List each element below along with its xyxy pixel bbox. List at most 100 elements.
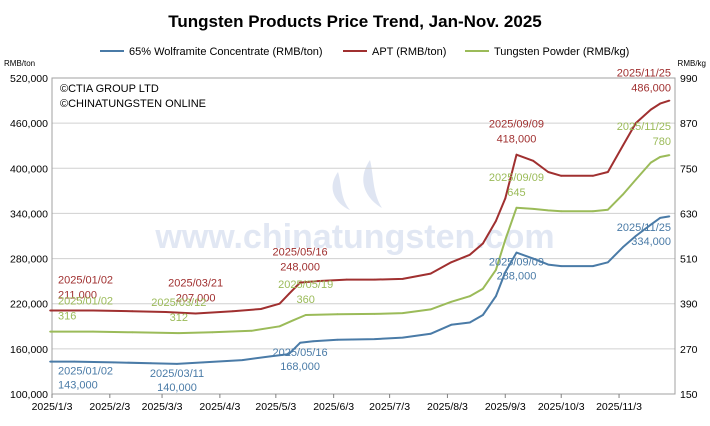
annotation-value-label: 143,000 [58,380,98,392]
series-0-point [515,251,518,254]
series-0-point [547,263,550,266]
annotation-value-label: 248,000 [280,262,320,274]
annotation-value-label: 140,000 [157,382,197,394]
series-0-point [668,215,671,218]
copyright-line: ©CTIA GROUP LTD [60,83,159,95]
left-axis-tick-label: 160,000 [10,344,48,356]
annotation-date-label: 2025/05/19 [278,279,333,291]
right-axis-tick-label: 630 [680,208,698,220]
series-1-point [429,272,432,275]
x-axis-tick-label: 2025/8/3 [427,401,468,413]
annotations: 2025/01/02211,0002025/03/21207,0002025/0… [58,68,671,394]
series-1-point [373,278,376,281]
series-0-point [150,362,152,365]
chart-title: Tungsten Products Price Trend, Jan-Nov. … [168,12,541,31]
series-2-point [592,210,594,213]
series-2-point [49,330,51,333]
series-2-point [634,178,637,181]
x-axis-tick-label: 2025/2/3 [89,401,130,413]
series-0-point [269,355,272,358]
series-0-point [312,340,314,343]
watermark-logo-shape [332,172,350,210]
series-1-point [504,197,507,200]
series-0-point [202,361,205,364]
series-2-point [515,206,518,209]
x-axis-tick-label: 2025/3/3 [142,401,183,413]
x-axis-tick-label: 2025/4/3 [199,401,240,413]
annotation-value-label: 780 [653,136,671,148]
series-1-point [495,220,497,222]
series-2-point [649,161,652,164]
series-2-point [468,295,471,298]
series-2-point [532,208,535,210]
series-1-point [560,174,563,177]
annotation-date-label: 2025/01/02 [58,366,113,378]
annotation-date-label: 2025/09/09 [489,257,544,269]
annotation-date-label: 2025/09/09 [489,172,544,184]
series-2-point [291,319,294,322]
annotation-date-label: 2025/03/21 [168,277,223,289]
annotation-value-label: 360 [296,294,314,306]
series-2-point [131,331,134,334]
watermark: www.chinatungsten.com [154,160,555,256]
series-2-point [250,329,253,332]
annotation-date-label: 2025/05/16 [273,247,328,259]
series-1-point [607,171,609,173]
series-0-point [532,257,535,260]
x-axis-tick-label: 2025/1/3 [32,401,73,413]
left-axis-unit: RMB/ton [4,59,35,68]
series-1-point [49,309,51,312]
watermark-text: www.chinatungsten.com [154,218,554,256]
series-layer [49,99,671,365]
series-0-point [49,360,51,363]
annotation-date-label: 2025/11/25 [617,222,671,234]
series-2-point [495,269,497,271]
series-0-point [592,265,594,267]
annotation-value-label: 334,000 [631,236,671,248]
series-2-point [607,208,609,211]
plot-border [51,77,676,395]
legend-label-0: 65% Wolframite Concentrate (RMB/ton) [129,46,323,58]
series-2-point [450,300,453,303]
annotation-date-label: 2025/05/16 [273,347,328,359]
series-1-point [482,242,484,245]
x-axis-tick-label: 2025/10/3 [538,401,585,413]
series-0-point [429,332,432,335]
x-axis-tick-label: 2025/6/3 [313,401,354,413]
left-axis-tick-label: 340,000 [10,208,48,220]
series-0-point [401,336,404,339]
left-axis-tick-label: 100,000 [10,389,48,401]
series-0-point [504,271,507,273]
series-1-point [260,308,262,310]
series-1-point [345,278,348,281]
series-0-point [634,235,637,237]
annotation-date-label: 2025/11/25 [617,68,671,80]
series-2-point [304,314,307,316]
series-2-point [621,193,624,196]
series-1-point [515,153,518,156]
series-0-point [241,359,244,361]
right-axis-tick-label: 990 [680,73,698,85]
copyright-block: ©CTIA GROUP LTD ©CHINATUNGSTEN ONLINE [60,83,206,110]
series-2-point [482,287,484,290]
right-axis-tick-label: 750 [680,163,698,175]
series-1-point [131,310,134,313]
series-2-point [659,156,661,158]
x-axis-tick-label: 2025/7/3 [369,401,410,413]
series-1-point [468,253,471,256]
annotation-date-label: 2025/03/11 [150,368,204,380]
annotation-date-label: 2025/11/25 [617,121,671,133]
series-0-point [288,353,290,355]
series-2-point [504,238,507,241]
series-1-point [401,278,404,280]
annotation-date-label: 2025/09/09 [489,119,544,131]
left-axis-tick-label: 520,000 [10,73,48,85]
annotation-value-label: 486,000 [631,83,671,95]
x-axis-tick-label: 2025/11/3 [596,401,642,413]
annotation-value-label: 288,000 [497,271,537,283]
x-axis-tick-label: 2025/9/3 [485,401,526,413]
series-1-point [450,261,453,264]
right-axis-tick-label: 150 [680,389,698,401]
series-0-point [621,246,624,249]
